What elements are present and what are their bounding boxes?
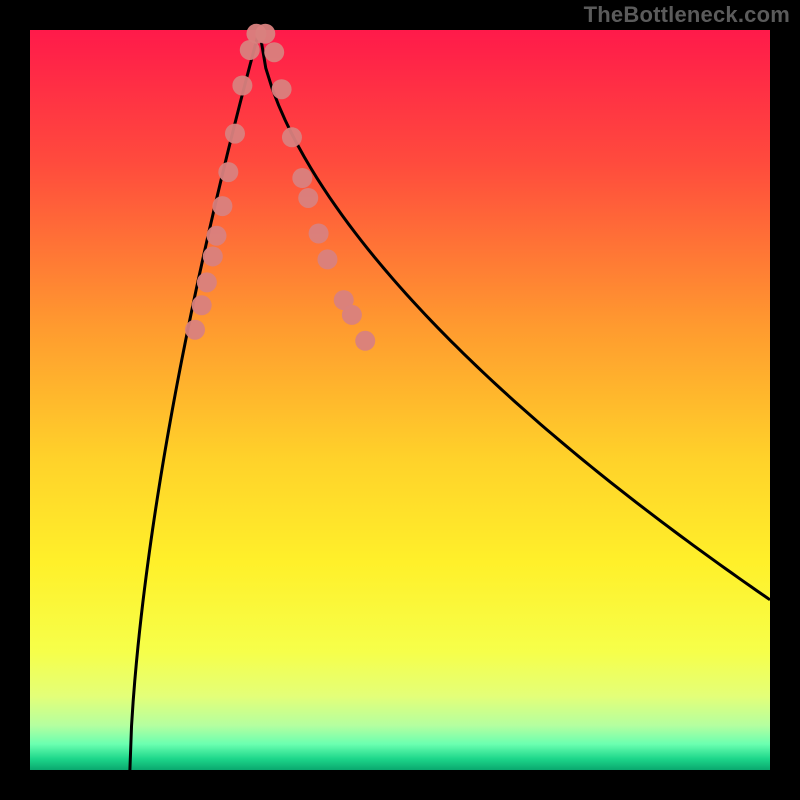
chart-canvas: [0, 0, 800, 800]
data-marker: [206, 226, 226, 246]
data-marker: [317, 249, 337, 269]
data-marker: [292, 168, 312, 188]
data-marker: [255, 24, 275, 44]
watermark-text: TheBottleneck.com: [584, 2, 790, 28]
data-marker: [192, 295, 212, 315]
data-marker: [282, 127, 302, 147]
data-marker: [197, 272, 217, 292]
data-marker: [232, 76, 252, 96]
data-marker: [342, 305, 362, 325]
data-marker: [309, 224, 329, 244]
data-marker: [212, 196, 232, 216]
gradient-background: [30, 30, 770, 770]
data-marker: [225, 124, 245, 144]
data-marker: [264, 42, 284, 62]
data-marker: [355, 331, 375, 351]
data-marker: [185, 320, 205, 340]
data-marker: [272, 79, 292, 99]
data-marker: [298, 188, 318, 208]
data-marker: [203, 246, 223, 266]
data-marker: [218, 162, 238, 182]
